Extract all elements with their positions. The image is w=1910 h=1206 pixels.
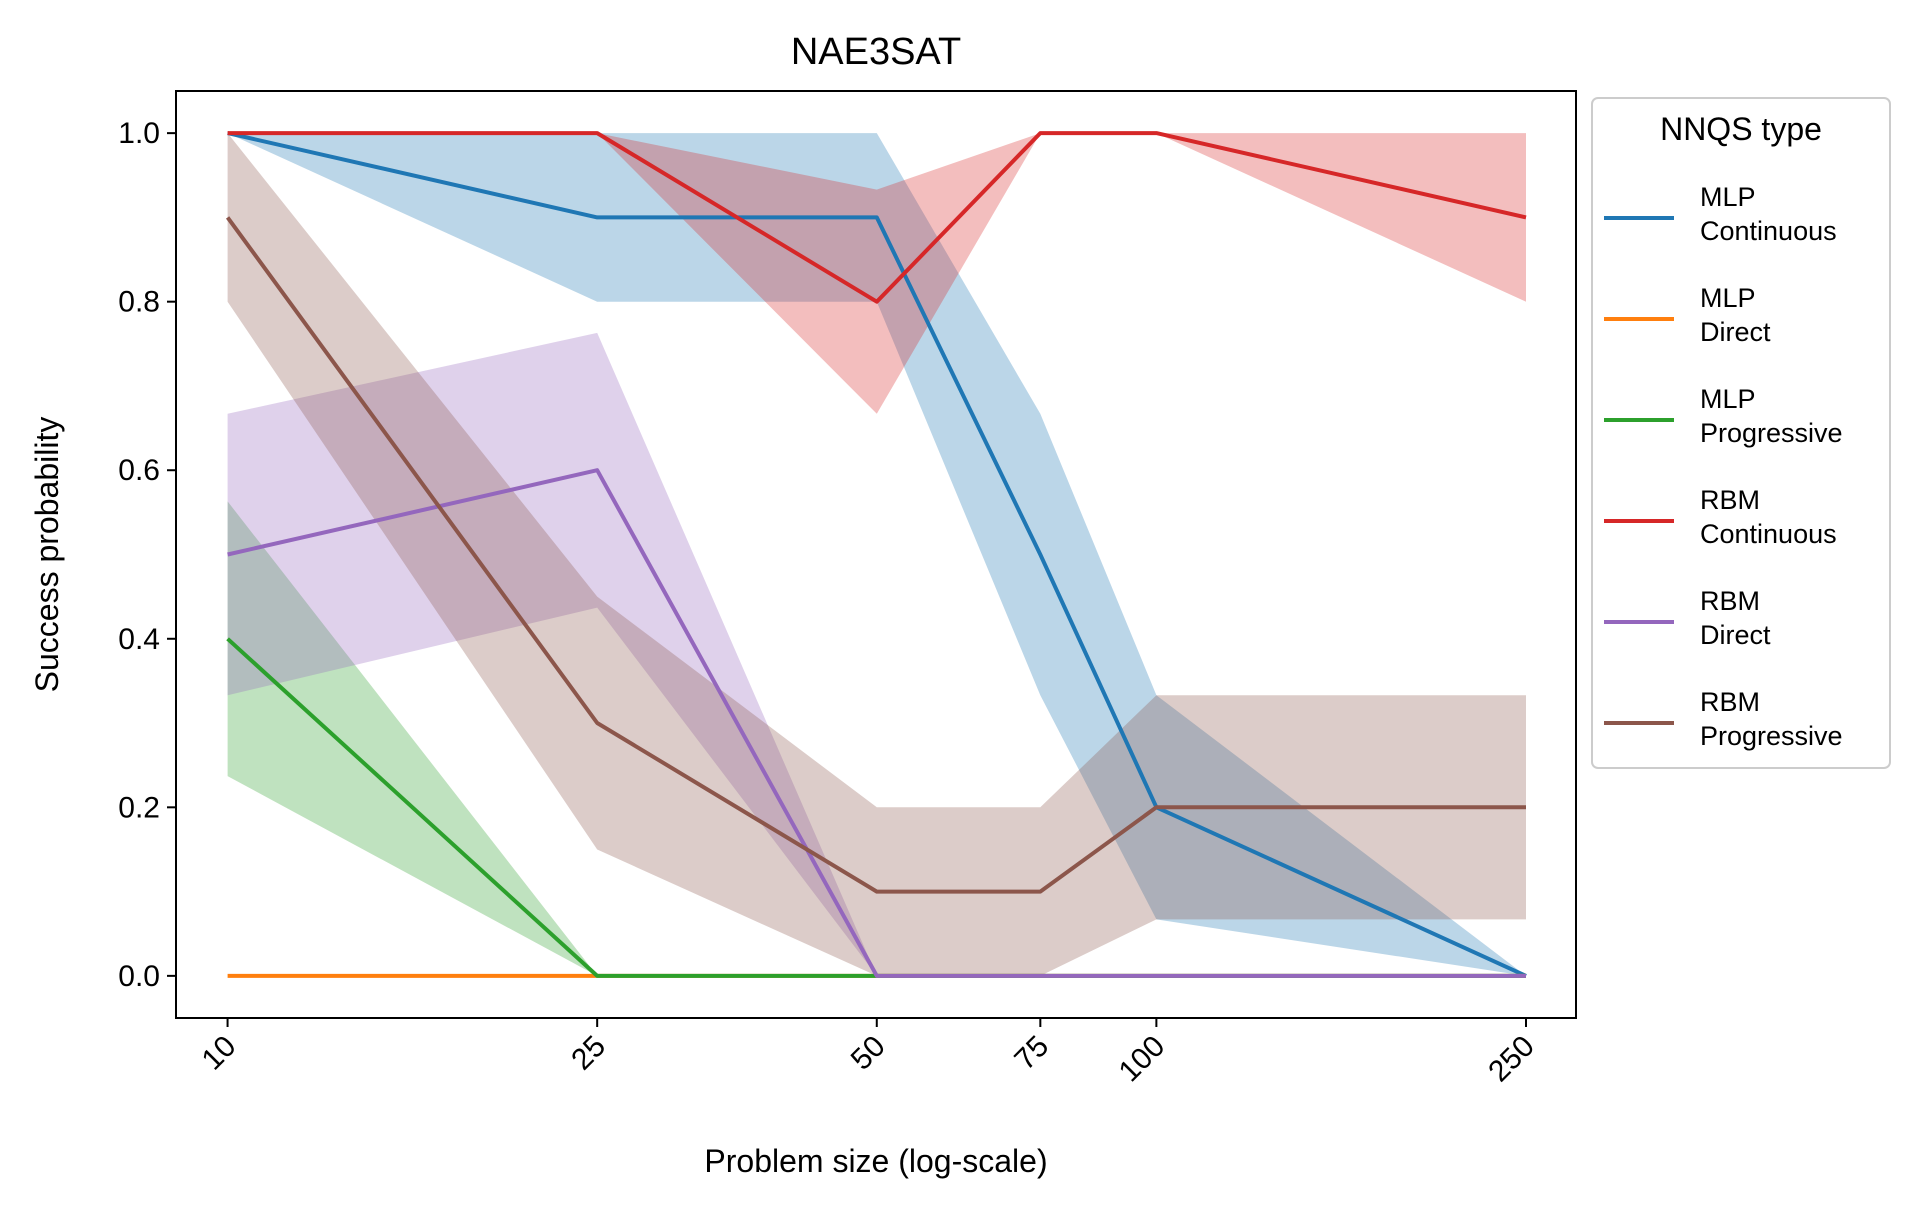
legend-label-model: MLP <box>1700 182 1756 212</box>
y-tick-label: 0.4 <box>118 623 160 656</box>
legend-label-model: MLP <box>1700 283 1756 313</box>
band-rbm-continuous <box>227 133 1527 414</box>
legend-label-model: MLP <box>1700 384 1756 414</box>
legend-label-model: RBM <box>1700 485 1760 515</box>
band-rbm-progressive <box>227 133 1527 976</box>
legend-frame <box>1591 97 1891 769</box>
x-tick-label: 50 <box>845 1030 892 1077</box>
y-axis-title: Success probability <box>29 417 65 693</box>
legend-label-variant: Progressive <box>1700 418 1843 448</box>
band-mlp-continuous <box>227 133 1527 976</box>
line-rbm-direct <box>227 468 1526 978</box>
legend-items: MLP Continuous MLP Direct MLP Progressive RBM C… <box>1604 182 1843 751</box>
series-lines <box>225 131 1527 978</box>
y-tick-label: 1.0 <box>118 117 160 150</box>
y-tick-label: 0.2 <box>118 791 160 824</box>
legend-label-variant: Continuous <box>1700 519 1837 549</box>
y-axis: 0.0 0.2 0.4 0.6 0.8 1.0 <box>118 117 176 993</box>
legend-label-variant: Continuous <box>1700 216 1837 246</box>
legend-label-variant: Direct <box>1700 620 1771 650</box>
legend-label-variant: Progressive <box>1700 721 1843 751</box>
x-tick-label: 250 <box>1482 1030 1541 1089</box>
y-tick-label: 0.8 <box>118 286 160 319</box>
x-axis-title: Problem size (log-scale) <box>704 1143 1047 1179</box>
chart-title: NAE3SAT <box>791 31 961 73</box>
confidence-bands <box>227 133 1527 976</box>
x-tick-label: 100 <box>1113 1030 1172 1089</box>
band-rbm-direct <box>227 332 1527 976</box>
line-mlp-continuous <box>227 131 1527 978</box>
x-tick-label: 25 <box>565 1030 612 1077</box>
y-tick-label: 0.6 <box>118 454 160 487</box>
x-axis: 10 25 50 75 100 250 <box>196 1018 1541 1088</box>
legend: NNQS type MLP Continuous MLP Direct MLP Progr… <box>1591 97 1891 769</box>
legend-label-variant: Direct <box>1700 317 1771 347</box>
line-rbm-continuous <box>227 131 1527 304</box>
legend-label-model: RBM <box>1700 586 1760 616</box>
x-tick-label: 10 <box>196 1030 243 1077</box>
line-rbm-progressive <box>225 216 1526 894</box>
x-tick-label: 75 <box>1008 1030 1055 1077</box>
legend-label-model: RBM <box>1700 687 1760 717</box>
legend-title: NNQS type <box>1660 111 1822 147</box>
y-tick-label: 0.0 <box>118 960 160 993</box>
